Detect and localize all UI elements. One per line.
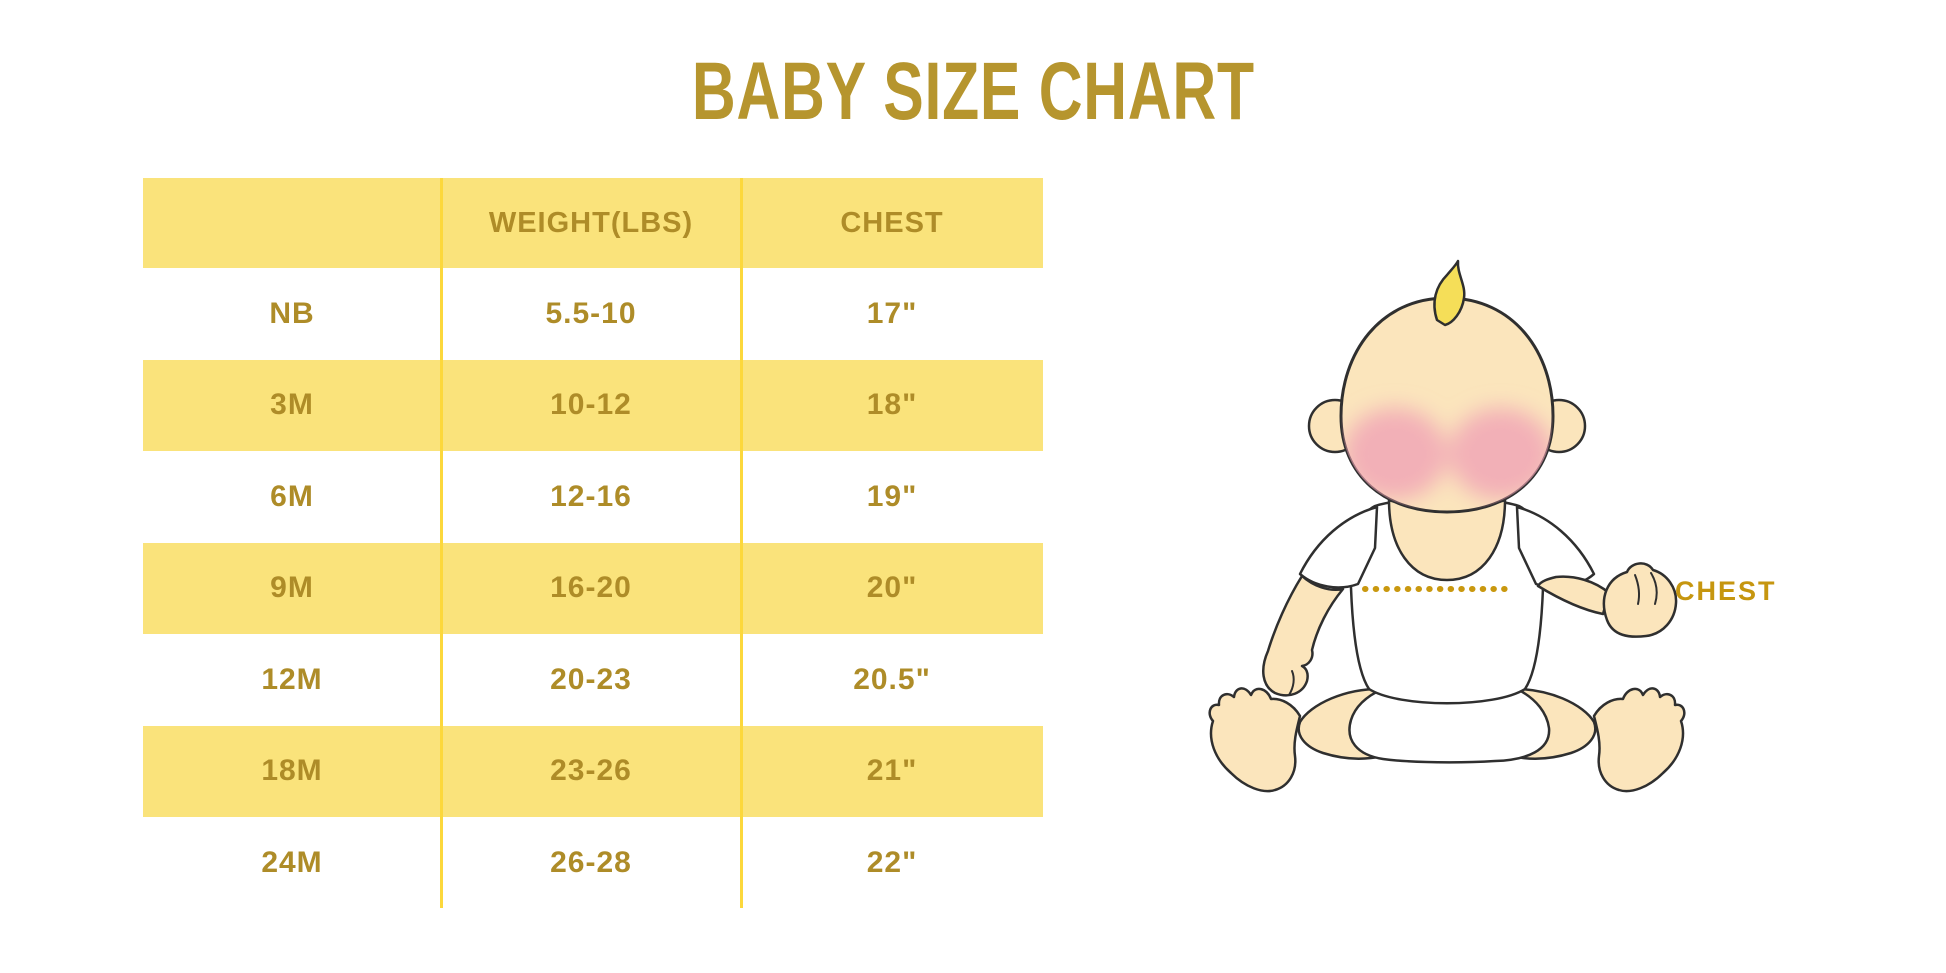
size-cell: 12M — [261, 662, 323, 696]
header-cell-chest: CHEST — [741, 178, 1043, 268]
weight-cell: 23-26 — [441, 725, 741, 817]
title-bar: BABY SIZE CHART — [0, 51, 1946, 133]
weight-cell: 12-16 — [550, 479, 632, 513]
size-table: WEIGHT(LBS) CHEST NB 5.5-10 17" 3M 10-12… — [143, 178, 1043, 909]
chest-cell: 20" — [741, 542, 1043, 634]
chest-cell: 20.5" — [853, 662, 931, 696]
left-cheek — [1343, 408, 1447, 500]
page-title: BABY SIZE CHART — [691, 46, 1255, 137]
left-hand-finger-line — [1288, 670, 1295, 696]
weight-cell: 10-12 — [441, 359, 741, 451]
baby-illustration: CHEST — [1208, 259, 1777, 793]
fist-knuckle-line — [1634, 574, 1640, 605]
header-cell-weight: WEIGHT(LBS) — [441, 178, 741, 268]
cheeks — [1343, 408, 1553, 500]
chest-label: CHEST — [1675, 576, 1777, 606]
size-cell: 3M — [143, 359, 441, 451]
size-cell: 9M — [143, 542, 441, 634]
chest-cell: 18" — [741, 359, 1043, 451]
header-cell-size — [143, 178, 441, 268]
right-cheek — [1449, 408, 1553, 500]
hair-curl — [1433, 259, 1466, 327]
right-forearm — [1536, 575, 1611, 616]
chest-cell: 17" — [866, 296, 918, 330]
right-fist — [1602, 562, 1678, 638]
fist-knuckle-line — [1650, 572, 1658, 605]
size-cell: 24M — [261, 845, 323, 879]
left-foot — [1208, 687, 1302, 793]
right-foot — [1592, 687, 1686, 793]
weight-cell: 20-23 — [550, 662, 632, 696]
left-arm — [1262, 574, 1345, 697]
column-divider — [439, 178, 443, 908]
chest-cell: 22" — [866, 845, 918, 879]
column-divider — [739, 178, 743, 908]
size-cell: 6M — [270, 479, 314, 513]
size-cell: 18M — [143, 725, 441, 817]
size-cell: NB — [269, 296, 315, 330]
weight-cell: 16-20 — [441, 542, 741, 634]
weight-cell: 5.5-10 — [545, 296, 637, 330]
chest-cell: 19" — [866, 479, 918, 513]
chest-cell: 21" — [741, 725, 1043, 817]
weight-cell: 26-28 — [550, 845, 632, 879]
left-sleeve — [1298, 505, 1379, 589]
